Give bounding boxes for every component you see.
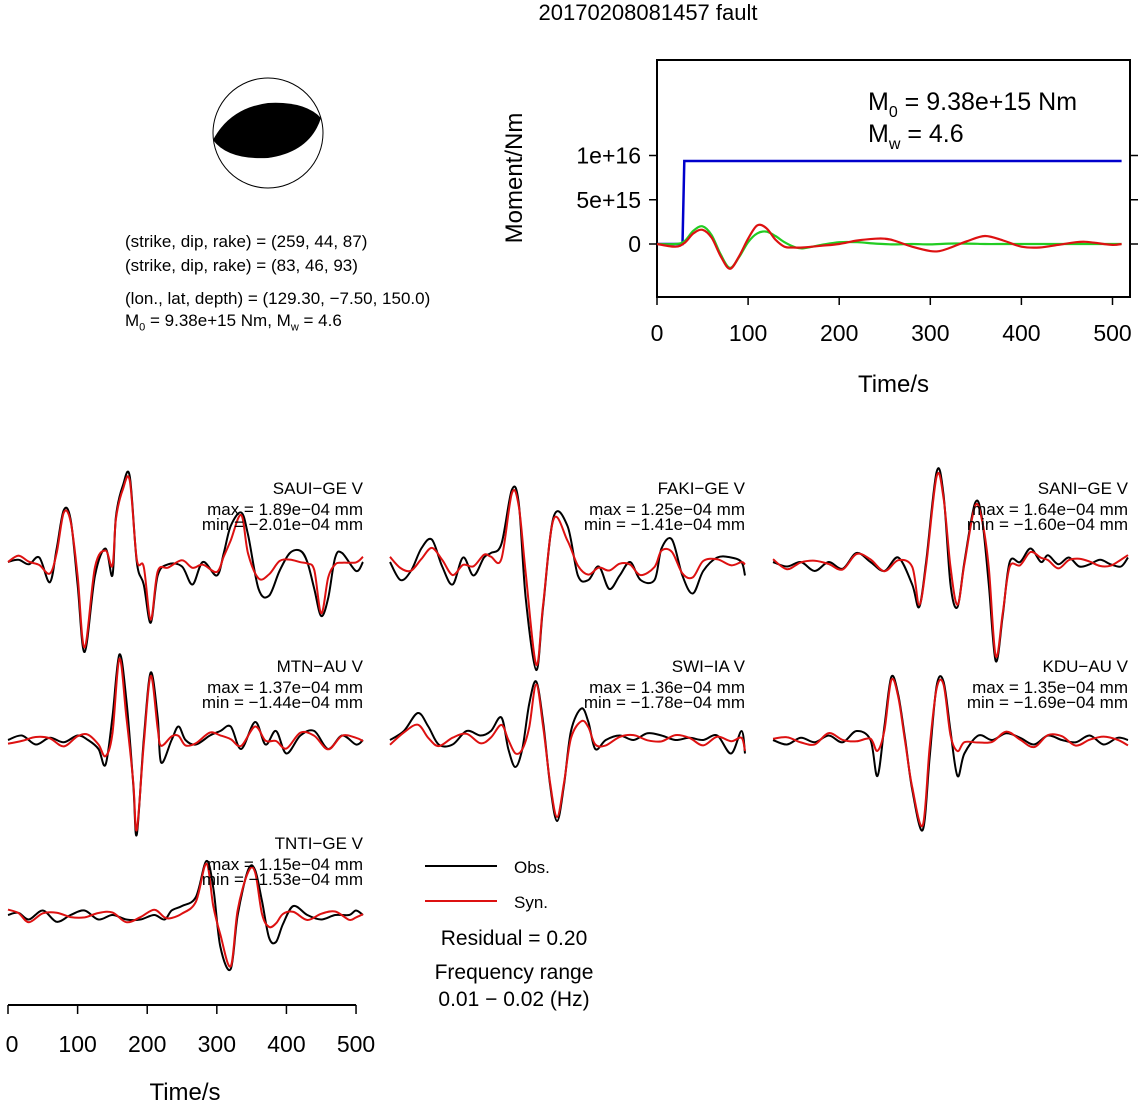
station-min: min = −1.60e−04 mm [967, 515, 1128, 534]
wave-xtick-label: 100 [58, 1031, 96, 1057]
residual-text: Residual = 0.20 [441, 927, 588, 950]
stf-ytick-label: 1e+16 [576, 143, 641, 169]
station-label: KDU−AU V [1043, 657, 1129, 676]
station-label: TNTI−GE V [275, 834, 364, 853]
stf-green-series [656, 225, 1122, 269]
nodal-plane-2: (strike, dip, rake) = (83, 46, 93) [125, 256, 358, 275]
station-label: SANI−GE V [1038, 479, 1129, 498]
station-min: min = −2.01e−04 mm [202, 515, 363, 534]
moment-subscript: 0 [139, 321, 146, 334]
moment-symbol: M [125, 311, 140, 330]
station-max: max = 1.35e−04 mm [972, 678, 1128, 697]
moment-series [657, 159, 1122, 246]
station-label: SAUI−GE V [273, 479, 364, 498]
synthetic-trace [389, 683, 746, 819]
station-min: min = −1.78e−04 mm [584, 693, 745, 712]
stf-xtick-label: 0 [651, 320, 664, 346]
station-max: max = 1.15e−04 mm [207, 855, 363, 874]
station-max: max = 1.64e−04 mm [972, 500, 1128, 519]
legend-obs-label: Obs. [514, 858, 550, 877]
stf-red-series [656, 223, 1122, 270]
station-max: max = 1.25e−04 mm [589, 500, 745, 519]
moment-value: = 9.38e+15 Nm, M [145, 311, 291, 330]
station-label: MTN−AU V [277, 657, 364, 676]
stf-annotation-mw: Mw = 4.6 [868, 120, 964, 153]
magnitude-subscript: w [290, 321, 299, 334]
station-min: min = −1.44e−04 mm [202, 693, 363, 712]
synthetic-trace [772, 471, 1129, 658]
stf-ytick-label: 0 [628, 231, 641, 257]
legend-syn-label: Syn. [514, 893, 548, 912]
beachball-compression [213, 102, 321, 159]
station-min: min = −1.41e−04 mm [584, 515, 745, 534]
wave-xtick-label: 400 [267, 1031, 305, 1057]
stf-frame [656, 59, 1131, 298]
stf-annotation-m0: M0 = 9.38e+15 Nm [868, 88, 1077, 121]
nodal-plane-1: (strike, dip, rake) = (259, 44, 87) [125, 232, 368, 251]
frequency-value: 0.01 − 0.02 (Hz) [438, 988, 589, 1011]
source-location: (lon., lat, depth) = (129.30, −7.50, 150… [125, 289, 431, 308]
station-max: max = 1.89e−04 mm [207, 500, 363, 519]
station-label: SWI−IA V [672, 657, 746, 676]
stf-xlabel: Time/s [858, 371, 929, 398]
synthetic-trace [7, 657, 364, 832]
frequency-label: Frequency range [435, 961, 594, 984]
synthetic-trace [389, 489, 746, 666]
wave-xtick-label: 300 [198, 1031, 236, 1057]
wave-xtick-label: 200 [128, 1031, 166, 1057]
page-title: 20170208081457 fault [538, 0, 758, 25]
synthetic-trace [7, 475, 364, 649]
stf-xtick-label: 500 [1093, 320, 1131, 346]
synthetic-trace [7, 862, 364, 968]
wave-xtick-label: 500 [337, 1031, 375, 1057]
station-min: min = −1.53e−04 mm [202, 870, 363, 889]
wave-xlabel: Time/s [149, 1079, 220, 1104]
observed-trace [7, 653, 364, 837]
magnitude-value: = 4.6 [298, 311, 342, 330]
observed-trace [389, 485, 746, 672]
wave-xtick-label: 0 [6, 1031, 19, 1057]
stf-ylabel: Moment/Nm [501, 113, 528, 244]
stf-xtick-label: 200 [820, 320, 858, 346]
observed-trace [7, 860, 364, 972]
stf-xtick-label: 400 [1002, 320, 1040, 346]
moment-rate-plot: 0 100 200 300 400 500 0 5e+15 1e+16 Time/s Moment/… [501, 59, 1138, 398]
stf-xtick-label: 300 [911, 320, 949, 346]
moment-summary: M0 = 9.38e+15 Nm, Mw = 4.6 [125, 311, 342, 337]
station-max: max = 1.36e−04 mm [589, 678, 745, 697]
station-max: max = 1.37e−04 mm [207, 678, 363, 697]
synthetic-trace [772, 677, 1129, 828]
station-min: min = −1.69e−04 mm [967, 693, 1128, 712]
station-label: FAKI−GE V [658, 479, 746, 498]
stf-xtick-label: 100 [729, 320, 767, 346]
stf-ytick-label: 5e+15 [576, 187, 641, 213]
